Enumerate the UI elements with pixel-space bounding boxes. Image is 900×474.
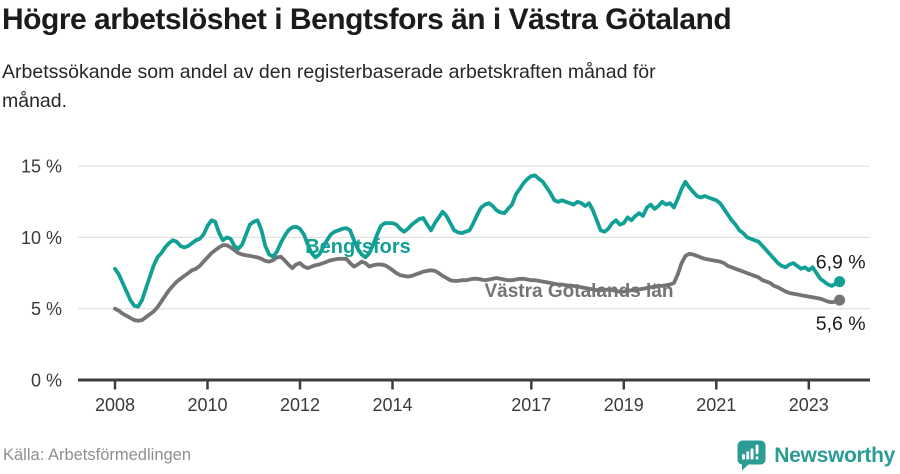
logo-exclamation-bar — [755, 444, 759, 455]
y-axis-tick-label: 0 % — [31, 371, 62, 391]
x-axis-tick-label: 2008 — [95, 395, 135, 415]
x-axis-tick-label: 2021 — [696, 395, 736, 415]
series-label-vastra-gotaland: Västra Götalands län — [484, 281, 673, 302]
chart-title: Högre arbetslöshet i Bengtsfors än i Väs… — [2, 3, 732, 36]
newsworthy-logo-icon — [737, 440, 766, 471]
x-axis-tick-label: 2012 — [280, 395, 320, 415]
x-axis-tick-label: 2010 — [187, 395, 227, 415]
logo-bar-1 — [742, 454, 746, 460]
chart-subtitle: Arbetssökande som andel av den registerb… — [2, 61, 656, 112]
series-line-vastra-gotaland — [113, 243, 842, 323]
x-axis-tick-label: 2023 — [789, 395, 829, 415]
x-axis-tick-label: 2017 — [511, 395, 551, 415]
series-line-bengtsfors — [113, 173, 842, 309]
x-axis-tick-label: 2019 — [604, 395, 644, 415]
logo-exclamation-dot — [755, 456, 759, 460]
newsworthy-wordmark: Newsworthy — [774, 443, 895, 467]
newsworthy-brand[interactable]: Newsworthy — [737, 440, 895, 471]
end-dot-bengtsfors — [834, 276, 846, 288]
logo-bar-3 — [750, 448, 754, 460]
end-dot-vastra-gotaland — [834, 294, 846, 306]
end-value-label: 6,9 % — [816, 252, 866, 274]
x-axis-tick-label: 2014 — [372, 395, 412, 415]
end-value-label: 5,6 % — [816, 313, 866, 335]
y-axis-tick-label: 5 % — [31, 299, 62, 319]
y-axis-tick-label: 15 % — [21, 157, 62, 177]
series-label-bengtsfors: Bengtsfors — [305, 236, 411, 258]
logo-bar-2 — [746, 451, 750, 460]
y-axis-tick-label: 10 % — [21, 228, 62, 248]
source-credit: Källa: Arbetsförmedlingen — [3, 446, 192, 464]
